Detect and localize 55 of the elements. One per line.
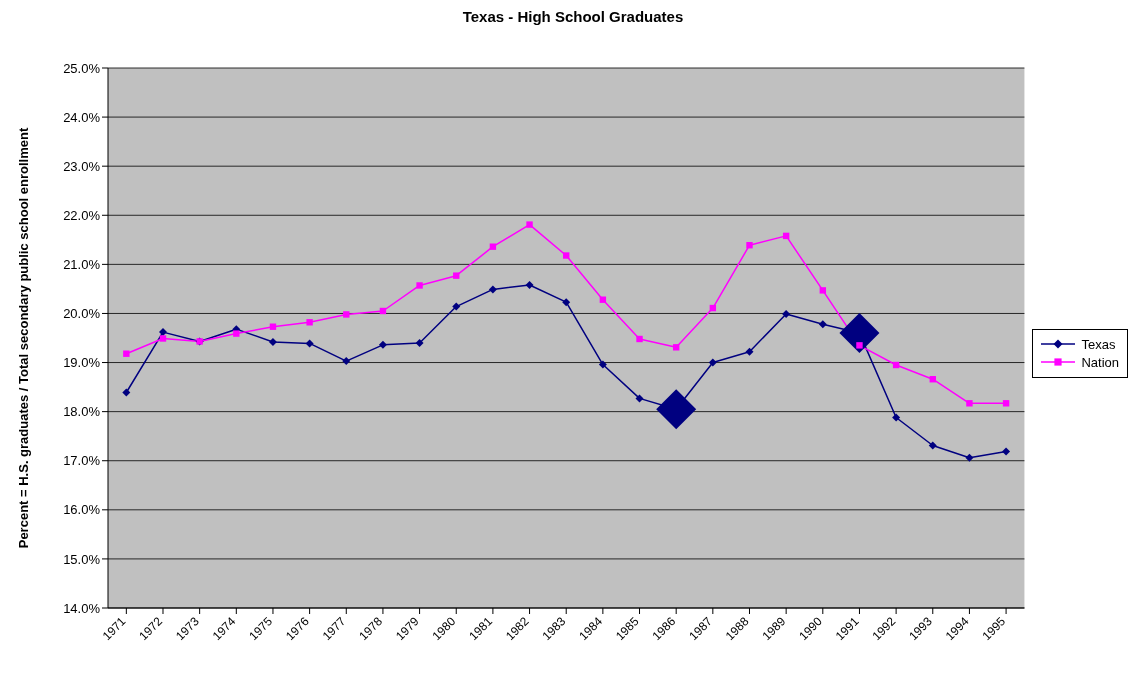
point [122, 388, 131, 397]
point [562, 298, 571, 307]
point [636, 335, 643, 343]
point [598, 360, 607, 369]
point [488, 285, 497, 294]
y-tick-label: 14.0% [63, 600, 101, 616]
y-tick-label: 19.0% [63, 355, 101, 371]
y-tick-label: 18.0% [63, 404, 101, 420]
point [839, 313, 880, 354]
point [305, 339, 314, 348]
y-tick-label: 22.0% [63, 207, 101, 223]
point [819, 287, 827, 294]
legend-label: Texas [1081, 336, 1116, 352]
point [892, 413, 901, 422]
point [378, 340, 387, 349]
point [526, 221, 533, 228]
point [489, 243, 497, 250]
point [656, 389, 697, 430]
point [746, 242, 753, 249]
point [159, 335, 167, 342]
point [233, 330, 240, 337]
point [856, 342, 863, 349]
point [342, 357, 351, 366]
point [745, 347, 754, 356]
point [306, 319, 313, 326]
point [782, 309, 791, 318]
chart-title: Texas - High School Graduates [461, 8, 685, 27]
point [818, 320, 827, 329]
point [965, 453, 974, 462]
point [452, 302, 461, 311]
y-tick-label: 25.0% [63, 60, 101, 76]
y-tick-label: 16.0% [63, 502, 101, 518]
point [1002, 447, 1011, 456]
point [525, 280, 534, 289]
point [123, 350, 130, 357]
point [268, 337, 277, 346]
y-axis-title: Percent = H.S. graduates / Total secondary public school enrollment [15, 127, 31, 549]
y-tick-label: 21.0% [63, 256, 101, 272]
point [708, 358, 717, 367]
point [966, 400, 973, 407]
y-tick-label: 20.0% [63, 306, 101, 322]
point [416, 282, 423, 289]
point [158, 328, 167, 337]
point [635, 394, 644, 403]
point [672, 344, 680, 351]
point [415, 338, 424, 347]
y-tick-label: 17.0% [63, 453, 101, 469]
y-tick-label: 23.0% [63, 158, 101, 174]
y-tick-label: 24.0% [63, 109, 101, 125]
point [928, 441, 937, 450]
point [343, 311, 350, 318]
point [453, 272, 460, 279]
legend-label: Nation [1081, 354, 1119, 370]
point [563, 252, 570, 259]
y-tick-label: 15.0% [63, 551, 101, 567]
